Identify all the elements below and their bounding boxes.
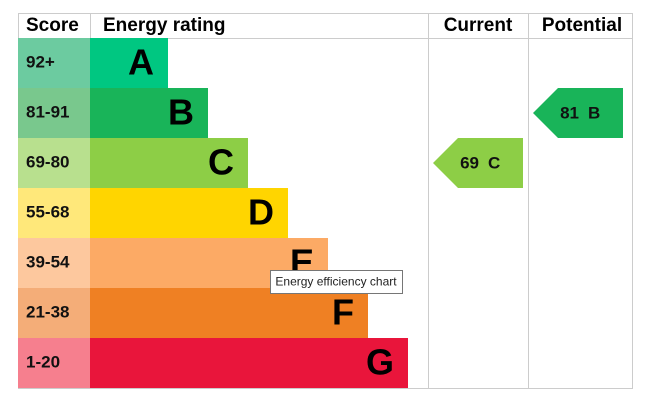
score-cell <box>18 188 90 238</box>
rating-bar <box>90 88 208 138</box>
score-label: 92+ <box>26 52 55 71</box>
rating-bar <box>90 38 168 88</box>
header-rating: Energy rating <box>103 15 225 36</box>
rating-bar <box>90 338 408 388</box>
rating-letter: D <box>248 192 274 233</box>
rating-bar <box>90 138 248 188</box>
score-label: 81-91 <box>26 102 69 121</box>
score-label: 55-68 <box>26 202 69 221</box>
current-value: 69 <box>460 153 479 172</box>
score-cell <box>18 288 90 338</box>
score-label: 21-38 <box>26 302 69 321</box>
header-potential: Potential <box>542 15 622 36</box>
rating-letter: A <box>128 42 154 83</box>
score-cell <box>18 38 90 88</box>
bands: 92+ A81-91 B69-80 C55-68 D39-54 E21-38 F1-20 G <box>18 38 408 388</box>
score-label: 69-80 <box>26 152 69 171</box>
rating-letter: G <box>366 342 394 383</box>
current-arrow <box>433 138 523 188</box>
tooltip-text: Energy efficiency chart <box>275 275 397 289</box>
arrows: 69 C 81 B <box>433 88 623 188</box>
potential-arrow <box>533 88 623 138</box>
rating-letter: B <box>168 92 194 133</box>
rating-letter: C <box>208 142 234 183</box>
rating-bar <box>90 188 288 238</box>
score-cell <box>18 138 90 188</box>
header-current: Current <box>444 15 513 36</box>
rating-letter: F <box>332 292 354 333</box>
rating-bar <box>90 288 368 338</box>
score-cell <box>18 238 90 288</box>
score-label: 39-54 <box>26 252 70 271</box>
tooltip-box <box>270 270 403 294</box>
potential-letter: B <box>588 103 600 122</box>
tooltip: Energy efficiency chart <box>270 270 403 294</box>
potential-value: 81 <box>560 103 579 122</box>
header-score: Score <box>26 15 79 36</box>
score-cell <box>18 338 90 388</box>
current-letter: C <box>488 153 500 172</box>
score-label: 1-20 <box>26 352 60 371</box>
score-cell <box>18 88 90 138</box>
